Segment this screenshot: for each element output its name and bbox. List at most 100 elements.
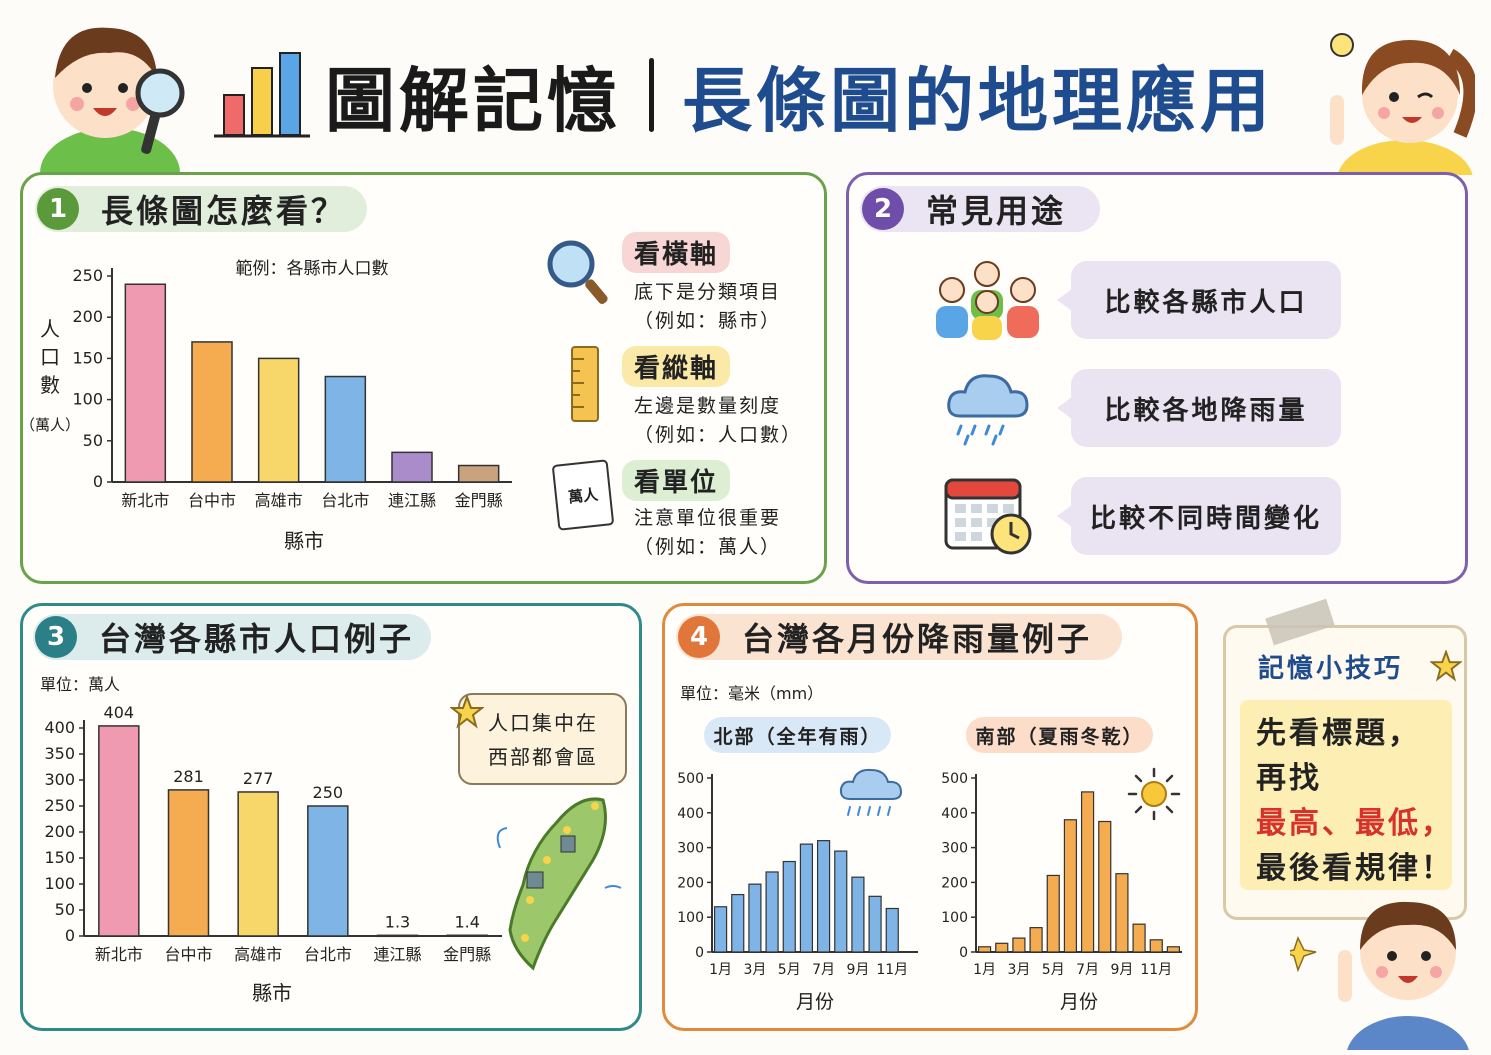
bar xyxy=(1080,791,1095,953)
tip-line-3: 最高、最低， xyxy=(1256,806,1454,841)
x-tick-label: 9月 xyxy=(1110,962,1133,978)
calendar-clock-icon xyxy=(944,478,1032,555)
y-tick-label: 400 xyxy=(941,806,968,822)
tip-line-4: 最後看規律！ xyxy=(1256,851,1454,886)
y-tick-label: 200 xyxy=(72,307,103,326)
sun-icon xyxy=(1127,767,1181,821)
bar xyxy=(799,843,814,953)
ruler-icon xyxy=(571,346,599,422)
y-tick-label: 350 xyxy=(44,744,75,763)
x-tick-label: 3月 xyxy=(1007,962,1030,978)
data-label: 277 xyxy=(243,769,274,788)
bar xyxy=(98,725,140,937)
y-tick-label: 100 xyxy=(72,390,103,409)
use-compare-rainfall: 比較各地降雨量 xyxy=(1057,369,1341,447)
x-tick-label: 新北市 xyxy=(95,945,143,964)
y-tick-label: 200 xyxy=(677,875,704,891)
star-icon xyxy=(450,695,484,729)
callout-unit-line2: （例如：萬人） xyxy=(634,536,782,558)
bar xyxy=(237,791,279,937)
callout-unit-line1: 注意單位很重要 xyxy=(634,507,782,529)
y-tick-label: 0 xyxy=(959,945,968,961)
x-tick-label: 7月 xyxy=(1076,962,1099,978)
y-tick-label: 300 xyxy=(44,770,75,789)
panel2-title: 常見用途 xyxy=(926,192,1067,230)
y-tick-label: 300 xyxy=(941,841,968,857)
y-tick-label: 50 xyxy=(83,431,103,450)
panel2-number: 2 xyxy=(862,188,904,230)
x-axis-label: 月份 xyxy=(796,991,834,1013)
rain-cloud-icon xyxy=(947,374,1029,446)
y-tick-label: 500 xyxy=(941,771,968,787)
y-tick-label: 100 xyxy=(44,874,75,893)
x-tick-label: 台中市 xyxy=(164,945,212,964)
population-callout-line1: 人口集中在 xyxy=(488,711,598,735)
bar xyxy=(1046,874,1060,953)
bar xyxy=(257,357,300,483)
x-axis-label: 縣市 xyxy=(252,981,292,1005)
x-tick-label: 台北市 xyxy=(321,491,369,510)
bar xyxy=(1149,939,1163,953)
panel2-heading: 2 常見用途 xyxy=(860,186,1100,232)
chart-title: 範例：各縣市人口數 xyxy=(236,259,389,279)
bar xyxy=(868,895,882,953)
example-population-chart: 0 50 100 150 200 250 新北市 台中市 高雄市 台北市 連江縣 金門縣 範例：各縣市人… xyxy=(22,259,512,553)
people-icon xyxy=(936,261,1039,340)
rainfall-unit-label: 單位：毫米（mm） xyxy=(680,684,824,703)
callout-xaxis-line1: 底下是分類項目 xyxy=(634,281,782,303)
y-tick-label: 250 xyxy=(44,796,75,815)
x-tick-label: 11月 xyxy=(876,962,908,978)
x-tick-label: 1月 xyxy=(709,962,732,978)
bar xyxy=(446,934,488,938)
data-label: 1.4 xyxy=(454,912,479,931)
panel3-heading: 3 台灣各縣市人口例子 xyxy=(33,614,431,660)
data-label: 250 xyxy=(313,783,344,802)
tip-line-1: 先看標題， xyxy=(1256,716,1421,751)
bar xyxy=(713,906,728,953)
bar xyxy=(851,876,865,953)
bar xyxy=(1063,819,1078,953)
y-tick-label: 500 xyxy=(677,771,704,787)
panel4-title: 台灣各月份降雨量例子 xyxy=(742,620,1093,658)
data-label: 281 xyxy=(173,767,204,786)
population-chart: 單位：萬人 0 50 100 150 200 250 300 350 400 新北市 404 台中市 28… xyxy=(40,675,502,1005)
panel3-title: 台灣各縣市人口例子 xyxy=(99,620,415,658)
panel1-number: 1 xyxy=(37,188,79,230)
y-axis-label-char: 數 xyxy=(40,373,60,397)
x-tick-label: 台北市 xyxy=(304,945,352,964)
boy-magnifier-illustration xyxy=(40,27,185,173)
taiwan-map-icon xyxy=(496,797,622,971)
y-tick-label: 400 xyxy=(44,718,75,737)
use-compare-population: 比較各縣市人口 xyxy=(1057,261,1341,339)
x-axis-label: 縣市 xyxy=(284,529,324,553)
panel4-number: 4 xyxy=(678,616,720,658)
x-axis-label: 月份 xyxy=(1060,991,1098,1013)
north-chart-title-text: 北部（全年有雨） xyxy=(713,725,882,748)
callout-xaxis-desc: 底下是分類項目 （例如：縣市） xyxy=(634,278,781,336)
x-tick-label: 5月 xyxy=(778,962,801,978)
panel3-number: 3 xyxy=(35,616,77,658)
star-icon xyxy=(1430,650,1462,682)
x-tick-label: 台中市 xyxy=(188,491,236,510)
chart-unit-label: 單位：萬人 xyxy=(40,675,120,694)
tip-line-2: 再找 xyxy=(1256,761,1322,796)
y-tick-label: 150 xyxy=(72,348,103,367)
page-header: 圖解記憶 長條圖的地理應用 xyxy=(325,40,1274,150)
callout-yaxis-head: 看縱軸 xyxy=(622,346,731,387)
x-tick-label: 新北市 xyxy=(121,491,169,510)
bar xyxy=(731,893,745,953)
data-label: 404 xyxy=(104,703,135,722)
tip-title: 記憶小技巧 xyxy=(1258,654,1404,684)
bar xyxy=(782,860,796,953)
data-label: 1.3 xyxy=(385,912,410,931)
x-tick-label: 7月 xyxy=(812,962,835,978)
tip-body xyxy=(1240,700,1452,890)
population-callout-line2: 西部都會區 xyxy=(488,745,598,769)
y-tick-label: 0 xyxy=(93,472,103,491)
bar xyxy=(391,451,433,483)
bar xyxy=(1132,923,1146,953)
bar xyxy=(885,907,899,953)
bar xyxy=(748,883,762,953)
bar xyxy=(816,840,831,953)
